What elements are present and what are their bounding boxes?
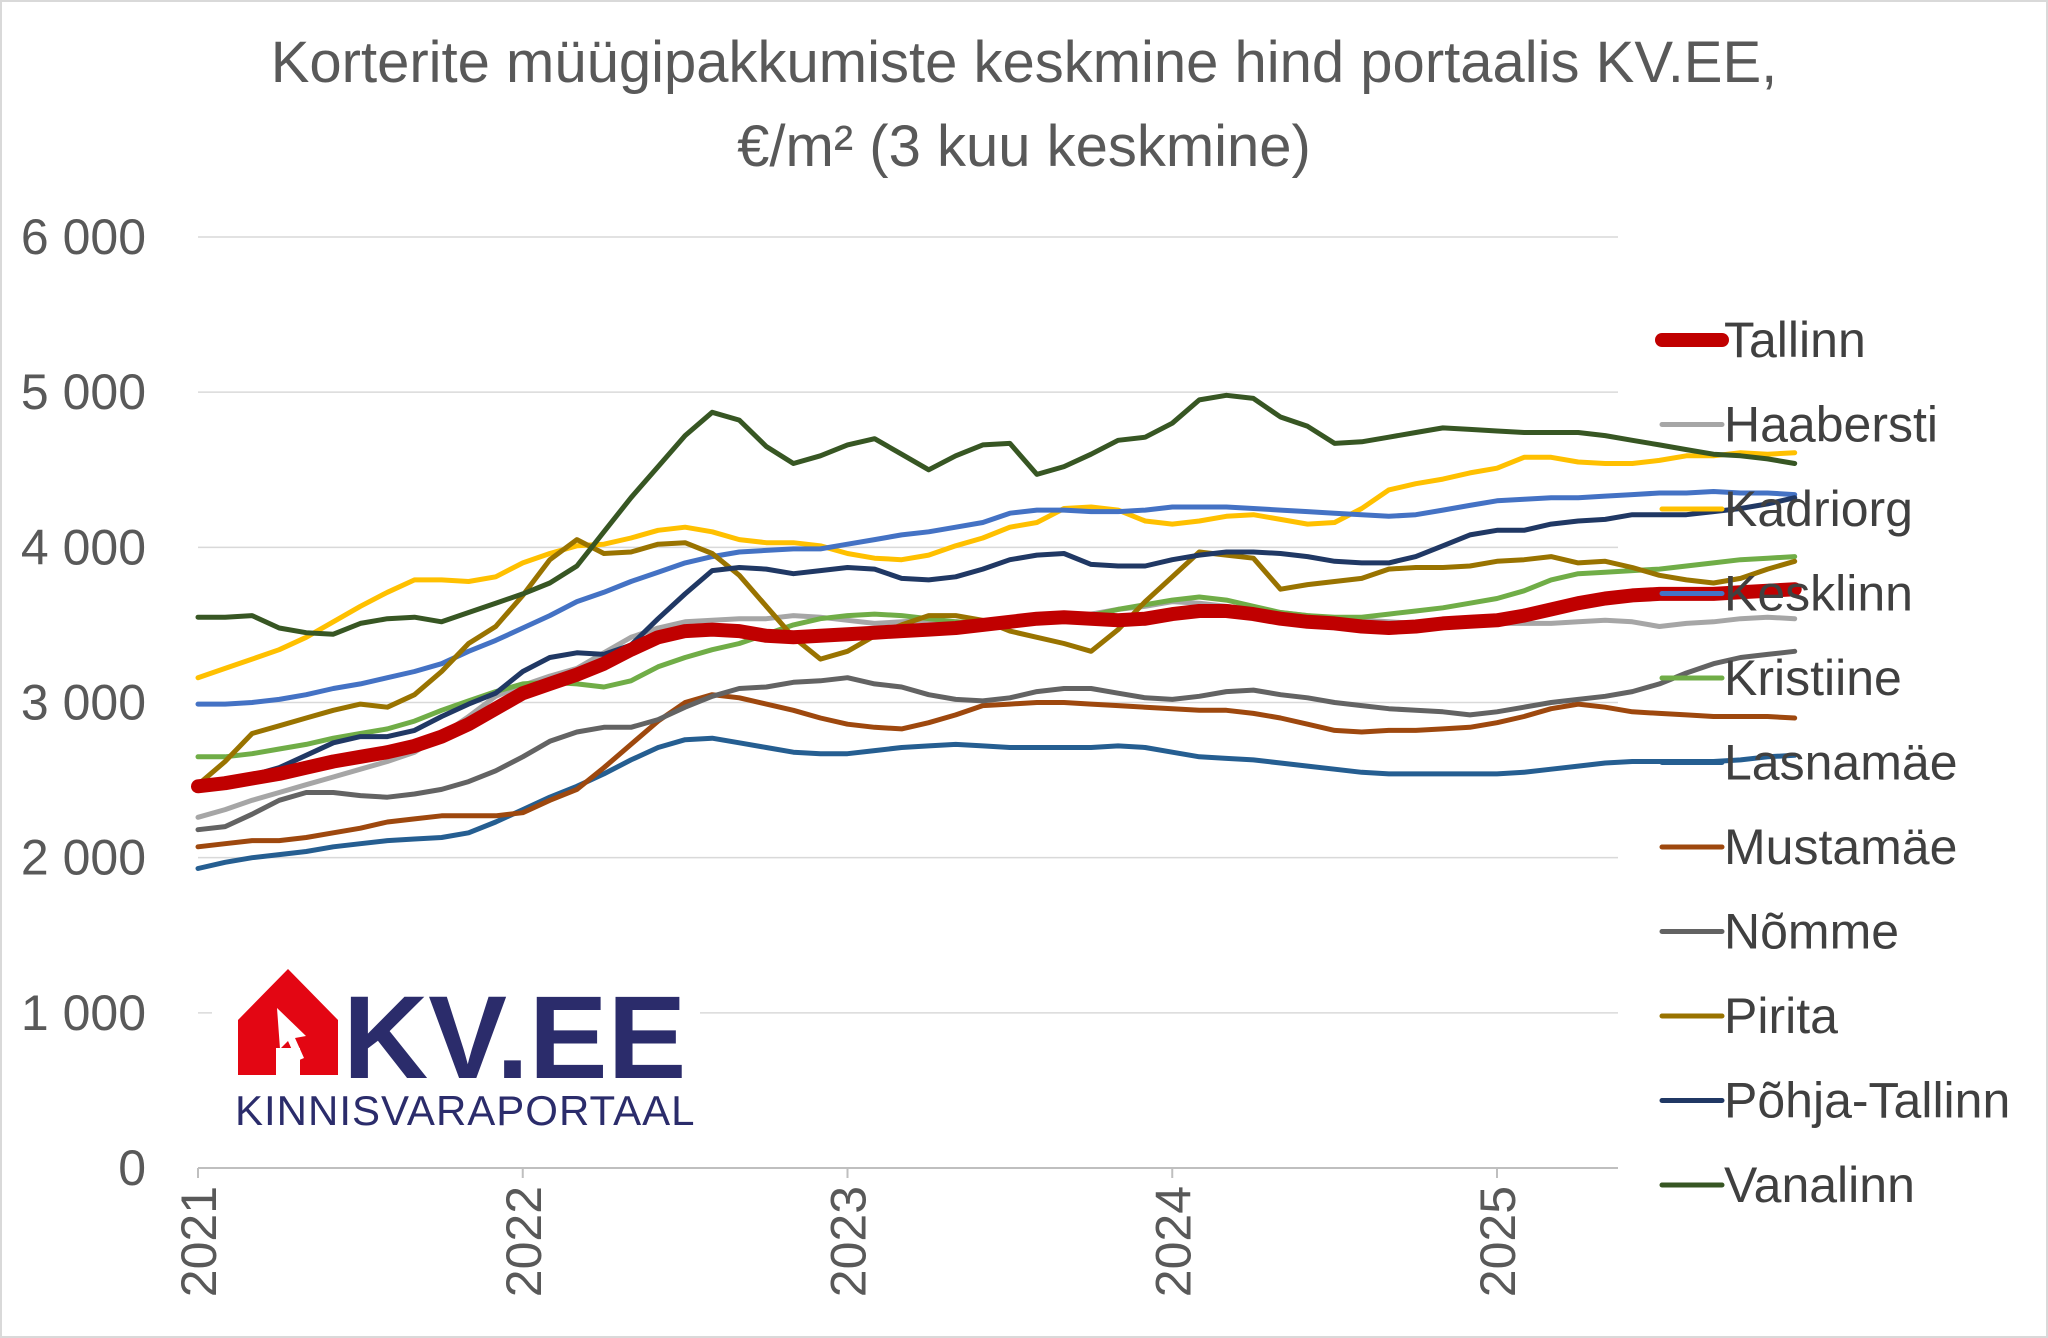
- series-line-n-mme: [195, 648, 1798, 833]
- legend-item: Kesklinn: [1659, 566, 1913, 622]
- legend-item: Mustamäe: [1659, 819, 1957, 875]
- y-tick-label: 1 000: [21, 985, 146, 1041]
- y-tick-label: 0: [118, 1140, 146, 1196]
- legend-label: Mustamäe: [1724, 819, 1957, 875]
- chart-title-line-2: €/m² (3 kuu keskmine): [737, 114, 1311, 179]
- legend-label: Kesklinn: [1724, 566, 1913, 622]
- series-line-kristiine: [195, 554, 1798, 760]
- x-tick-label: 2025: [1470, 1186, 1526, 1297]
- series-line-vanalinn: [195, 392, 1798, 637]
- kv-ee-logo: KV.EE KINNISVARAPORTAAL: [212, 945, 700, 1135]
- legend: Tallinn Haabersti Kadriorg Kesklinn Kristiin…: [1655, 312, 2010, 1213]
- y-tick-label: 2 000: [21, 830, 146, 886]
- legend-item: Haabersti: [1659, 397, 1938, 453]
- series-line-kesklinn: [195, 489, 1798, 707]
- gridlines: [198, 236, 1618, 1014]
- logo-wordmark: KV.EE: [343, 972, 686, 1104]
- chart-title: Korterite müügipakkumiste keskmine hind …: [271, 30, 1778, 179]
- logo-tagline: KINNISVARAPORTAAL: [235, 1087, 695, 1134]
- x-tick-label: 2024: [1145, 1186, 1201, 1297]
- y-tick-label: 5 000: [21, 364, 146, 420]
- x-tick-label: 2022: [496, 1186, 552, 1297]
- series-line-tallinn: [191, 582, 1802, 794]
- legend-label: Tallinn: [1724, 312, 1866, 368]
- x-tick-label: 2023: [821, 1186, 877, 1297]
- house-icon: [238, 969, 338, 1075]
- legend-label: Kristiine: [1724, 650, 1902, 706]
- legend-item: Kristiine: [1659, 650, 1902, 706]
- legend-item: Kadriorg: [1659, 481, 1913, 537]
- series-line-lasnam-e: [195, 735, 1798, 871]
- legend-item: Põhja-Tallinn: [1659, 1073, 2010, 1129]
- legend-item: Lasnamäe: [1659, 735, 1958, 791]
- legend-label: Põhja-Tallinn: [1724, 1073, 2010, 1129]
- legend-item: Pirita: [1659, 988, 1838, 1044]
- legend-label: Haabersti: [1724, 397, 1938, 453]
- legend-label: Vanalinn: [1724, 1157, 1915, 1213]
- x-axis-ticks: 2021 2022 2023 2024 2025: [171, 1186, 1526, 1297]
- x-tick-label: 2021: [171, 1186, 227, 1297]
- legend-label: Lasnamäe: [1724, 735, 1958, 791]
- legend-item: Tallinn: [1655, 312, 1866, 368]
- legend-label: Nõmme: [1724, 904, 1899, 960]
- series-line-p-hja-tallinn: [195, 495, 1798, 786]
- legend-label: Pirita: [1724, 988, 1838, 1044]
- y-tick-label: 3 000: [21, 675, 146, 731]
- legend-item: Nõmme: [1659, 904, 1899, 960]
- series-lines: [191, 392, 1802, 871]
- y-tick-label: 6 000: [21, 209, 146, 265]
- chart-title-line-1: Korterite müügipakkumiste keskmine hind …: [271, 30, 1778, 95]
- legend-label: Kadriorg: [1724, 481, 1913, 537]
- x-axis: [197, 1167, 1618, 1178]
- y-tick-label: 4 000: [21, 519, 146, 575]
- series-line-kadriorg: [195, 450, 1798, 681]
- series-line-mustam-e: [195, 692, 1798, 850]
- y-axis-ticks: 0 1 000 2 000 3 000 4 000 5 000 6 000: [21, 209, 146, 1196]
- legend-item: Vanalinn: [1659, 1157, 1915, 1213]
